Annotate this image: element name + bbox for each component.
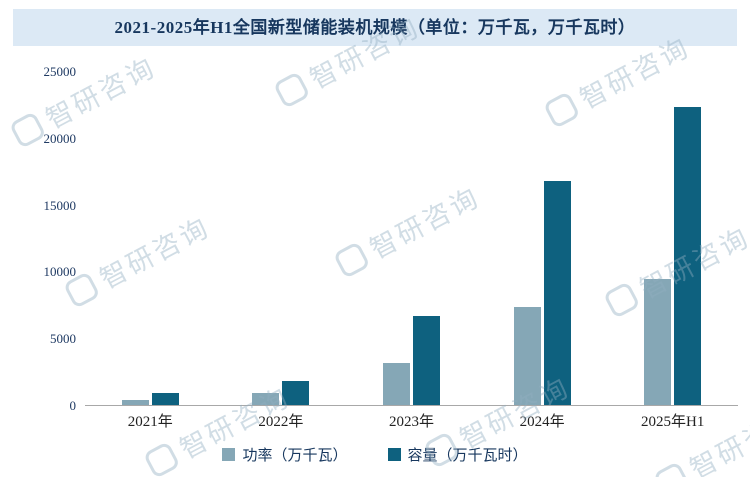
y-tick-label-15000: 15000 bbox=[43, 197, 77, 213]
x-label-2024年: 2024年 bbox=[519, 414, 565, 430]
y-tick-label-25000: 25000 bbox=[43, 64, 77, 79]
bar-power-2024年 bbox=[513, 306, 541, 405]
y-tick-label-0: 0 bbox=[69, 398, 77, 413]
legend-label: 容量（万千瓦时） bbox=[407, 448, 528, 464]
bar-power-2022年 bbox=[252, 393, 280, 405]
bar-capacity-2023年 bbox=[412, 315, 440, 405]
y-axis: 0 5000 10000 15000 20000 25000 bbox=[0, 64, 77, 413]
legend: 功率（万千瓦） 容量（万千瓦时） bbox=[0, 444, 750, 465]
x-label-2023年: 2023年 bbox=[388, 414, 434, 430]
bar-group-2024年 bbox=[513, 72, 571, 405]
y-tick-label-5000: 5000 bbox=[50, 331, 76, 347]
x-label-2021年: 2021年 bbox=[127, 414, 173, 430]
x-label-2025年H1: 2025年H1 bbox=[641, 414, 705, 430]
bar-power-2021年 bbox=[121, 399, 149, 405]
bar-capacity-2021年 bbox=[151, 393, 179, 405]
bar-group-2023年 bbox=[382, 72, 440, 405]
legend-item-capacity: 容量（万千瓦时） bbox=[387, 444, 528, 465]
bar-power-2025年H1 bbox=[644, 278, 672, 405]
y-tick-label-10000: 10000 bbox=[43, 264, 77, 280]
x-label-2022年: 2022年 bbox=[258, 414, 304, 430]
legend-swatch bbox=[387, 448, 401, 461]
plot-area bbox=[85, 72, 738, 406]
y-tick-label-20000: 20000 bbox=[43, 130, 77, 146]
legend-label: 功率（万千瓦） bbox=[242, 448, 348, 464]
bar-power-2023年 bbox=[382, 363, 410, 405]
x-axis-labels: 2021年 2022年 2023年 2024年 2025年H1 bbox=[85, 410, 738, 432]
bar-group-2025年H1 bbox=[644, 72, 702, 405]
bar-capacity-2024年 bbox=[543, 181, 571, 405]
bar-capacity-2025年H1 bbox=[674, 106, 702, 405]
legend-item-power: 功率（万千瓦） bbox=[222, 444, 348, 465]
bar-group-2022年 bbox=[252, 72, 310, 405]
legend-swatch bbox=[222, 448, 236, 461]
chart-title: 2021-2025年H1全国新型储能装机规模（单位：万千瓦，万千瓦时） bbox=[13, 9, 737, 46]
bar-capacity-2022年 bbox=[282, 381, 310, 405]
bar-group-2021年 bbox=[121, 72, 179, 405]
chart-area: 0 5000 10000 15000 20000 25000 bbox=[0, 52, 750, 413]
